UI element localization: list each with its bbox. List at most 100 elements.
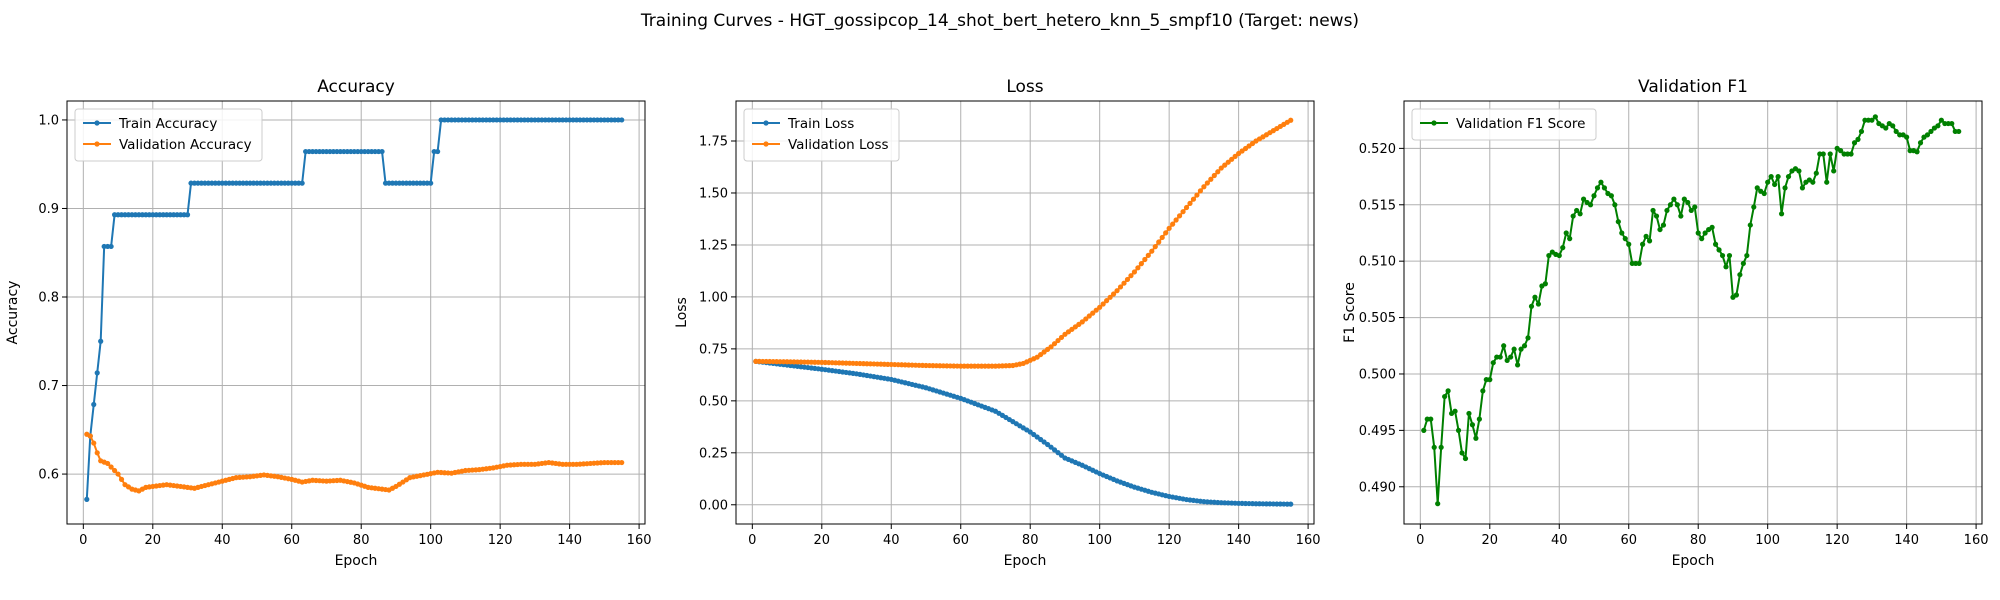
validation-f1-score-point — [1883, 125, 1889, 131]
loss-x-tick-label: 40 — [883, 533, 900, 548]
accuracy-legend-frame — [74, 108, 263, 162]
validation-f1-score-point — [1904, 134, 1910, 140]
validation-f1-score-point — [1497, 354, 1503, 360]
train-accuracy-point — [84, 496, 90, 502]
validation-loss-point — [1093, 307, 1099, 313]
train-accuracy-point — [184, 212, 191, 218]
f1-y-axis-label: F1 Score — [1342, 282, 1358, 343]
validation-f1-score-point — [1421, 427, 1427, 433]
validation-f1-score-point — [1709, 224, 1715, 230]
validation-f1-score-point — [1893, 128, 1899, 135]
train-accuracy-point — [379, 148, 385, 155]
validation-f1-score-point — [1525, 335, 1531, 341]
validation-f1-score-legend-label: Validation F1 Score — [1456, 116, 1585, 132]
train-loss-line — [755, 360, 1291, 506]
loss-x-axis-label: Epoch — [1004, 553, 1047, 569]
validation-loss-point — [1110, 291, 1117, 297]
validation-accuracy-point — [115, 471, 121, 477]
loss-plot-area — [735, 100, 1315, 525]
validation-loss-point — [1145, 252, 1151, 258]
validation-loss-point — [1090, 310, 1096, 316]
validation-loss-point — [1117, 284, 1124, 290]
validation-f1-score-point — [1765, 179, 1771, 185]
validation-accuracy-point — [619, 459, 625, 466]
validation-f1-score-point — [1917, 140, 1924, 146]
f1-y-tick-label: 0.495 — [1359, 424, 1396, 439]
validation-f1-score-point — [1532, 294, 1538, 300]
validation-f1-score-point — [1935, 123, 1941, 129]
validation-f1-score-point — [1685, 199, 1691, 206]
validation-f1-score-point — [1487, 377, 1493, 383]
validation-f1-score-point — [1504, 357, 1510, 364]
validation-accuracy-point — [105, 460, 111, 467]
validation-loss-point — [1180, 209, 1186, 215]
accuracy-legend: Train Accuracy Validation Accuracy — [74, 108, 263, 162]
train-loss-legend-marker — [763, 120, 769, 126]
validation-f1-score-point — [1442, 393, 1448, 400]
validation-loss-point — [1114, 288, 1120, 294]
validation-accuracy-point — [94, 450, 100, 456]
validation-f1-score-point — [1643, 233, 1649, 239]
accuracy-chart: 0 20 40 60 80 100 120 140 160 0.6 0.7 0.8 0.9 1.0 Accu… — [5, 77, 652, 569]
validation-accuracy-legend-label: Validation Accuracy — [119, 137, 252, 153]
loss-y-tick-label: 0.25 — [699, 446, 728, 461]
accuracy-x-tick-label: 160 — [627, 533, 652, 548]
validation-loss-point — [1100, 301, 1106, 307]
validation-f1-score-point — [1744, 252, 1750, 259]
validation-loss-point — [1166, 225, 1172, 231]
validation-accuracy-point — [87, 433, 93, 439]
validation-f1-score-point — [1712, 241, 1719, 247]
f1-y-tick-label: 0.490 — [1359, 480, 1396, 495]
validation-f1-score-point — [1747, 222, 1753, 228]
validation-f1-score-point — [1601, 185, 1608, 191]
validation-accuracy-point — [108, 464, 114, 470]
f1-y-tick-label: 0.500 — [1359, 367, 1396, 382]
f1-x-tick-label: 160 — [1964, 533, 1989, 548]
validation-f1-score-point — [1872, 114, 1878, 120]
validation-loss-point — [1201, 184, 1207, 190]
validation-loss-point — [1124, 276, 1131, 283]
accuracy-x-tick-label: 140 — [557, 533, 582, 548]
f1-plot-area — [1403, 100, 1983, 525]
validation-f1-score-point — [1831, 168, 1837, 174]
validation-f1-score-point — [1598, 179, 1604, 185]
validation-f1-score-point — [1737, 272, 1743, 278]
validation-loss-point — [1211, 172, 1217, 179]
validation-f1-score-point — [1733, 292, 1740, 298]
validation-f1-score-point — [1459, 450, 1465, 456]
loss-x-tick-label: 120 — [1157, 533, 1182, 548]
validation-loss-point — [1121, 280, 1127, 286]
validation-f1-score-point — [1469, 422, 1476, 428]
train-accuracy-point — [91, 401, 97, 408]
validation-f1-score-point — [1692, 204, 1698, 210]
validation-f1-score-point — [1699, 236, 1705, 242]
validation-f1-score-point — [1813, 170, 1819, 176]
validation-f1-score-point — [1608, 193, 1614, 199]
accuracy-x-tick-label: 20 — [145, 533, 162, 548]
train-accuracy-point — [428, 180, 434, 186]
f1-y-tick-label: 0.520 — [1359, 142, 1396, 157]
validation-f1-score-point — [1719, 252, 1726, 259]
loss-grid — [736, 101, 1314, 524]
validation-loss-point — [1288, 117, 1294, 123]
validation-loss-point — [1215, 169, 1221, 175]
validation-f1-score-point — [1640, 241, 1646, 247]
loss-y-tick-label: 1.75 — [699, 135, 728, 150]
loss-y-tick-label: 0.75 — [699, 342, 728, 357]
validation-loss-point — [1128, 273, 1134, 279]
validation-loss-point — [1107, 294, 1113, 300]
validation-f1-score-point — [1438, 444, 1444, 450]
loss-chart: 0 20 40 60 80 100 120 140 160 0.00 0.25 0.50 0.75 1.0… — [674, 77, 1321, 569]
validation-loss-point — [1187, 200, 1193, 206]
validation-f1-score-point — [1563, 230, 1569, 236]
validation-f1-score-point — [1681, 196, 1687, 202]
validation-f1-score-point — [1761, 190, 1767, 197]
validation-loss-point — [1197, 188, 1204, 194]
validation-f1-score-point — [1956, 128, 1962, 135]
validation-f1-chart: 0 20 40 60 80 100 120 140 160 0.490 0.495 0.500 0.50… — [1342, 77, 1989, 569]
validation-accuracy-point — [118, 476, 125, 482]
validation-f1-score-point — [1723, 264, 1729, 270]
validation-f1-score-point — [1521, 343, 1528, 349]
train-accuracy-point — [299, 180, 305, 186]
validation-loss-point — [1104, 298, 1110, 304]
